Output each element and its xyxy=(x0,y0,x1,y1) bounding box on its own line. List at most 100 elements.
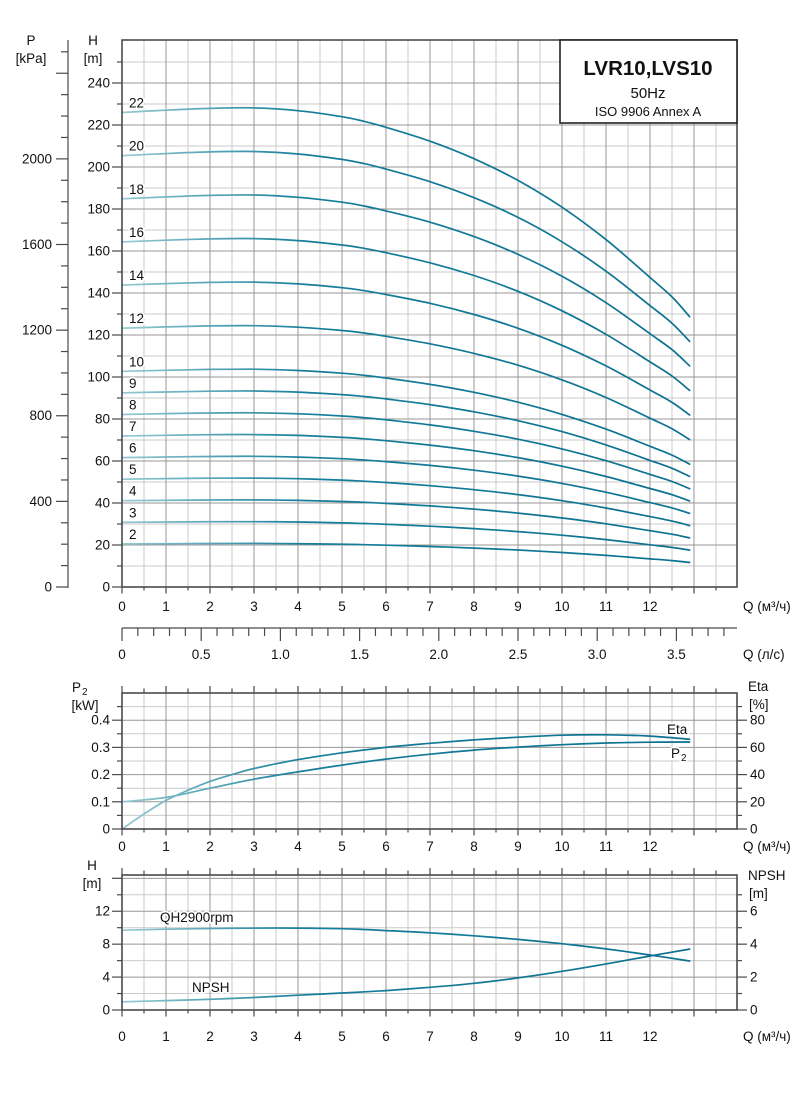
h2-tick-label: 8 xyxy=(102,937,110,952)
ls-tick-label: 0.5 xyxy=(192,647,211,662)
pump-curve-5-stages xyxy=(121,477,691,527)
eta-curve xyxy=(121,733,691,830)
stage-count-label: 8 xyxy=(129,397,137,412)
x-tick-label: 4 xyxy=(294,1029,302,1044)
p2-tick-label: 0.2 xyxy=(91,767,110,782)
main-axis-ticks xyxy=(56,40,737,641)
npsh-axis-unit: [m] xyxy=(749,886,768,901)
x-tick-label: 0 xyxy=(118,839,126,854)
x-tick-label: 11 xyxy=(599,1029,613,1044)
x-tick-label: 6 xyxy=(382,599,390,614)
pump-curve-7-stages xyxy=(121,433,691,502)
title-box-border xyxy=(559,39,738,124)
stage-count-label: 16 xyxy=(129,225,144,240)
npsh-tick-label: 0 xyxy=(750,1003,758,1018)
x-tick-label: 5 xyxy=(338,599,346,614)
pump-curve-16-stages xyxy=(121,237,691,392)
stage-count-label: 18 xyxy=(129,182,144,197)
x-tick-label: 2 xyxy=(206,1029,214,1044)
x-tick-label: 3 xyxy=(250,1029,258,1044)
stage-count-label: 5 xyxy=(129,462,137,477)
main-flow-axis-label: Q (м³/ч) xyxy=(743,599,791,614)
x-tick-label: 1 xyxy=(162,599,170,614)
p2-flow-axis-label: Q (м³/ч) xyxy=(743,839,791,854)
x-tick-label: 3 xyxy=(250,839,258,854)
stage-count-label: 22 xyxy=(129,96,144,111)
main-qh-chart: 0 1 2 3 4 5 6 7 8 9 10 11 12240220200180160140120100… xyxy=(16,33,791,662)
h-tick-label: 100 xyxy=(87,370,110,385)
x-tick-label: 7 xyxy=(426,1029,434,1044)
x-tick-label: 5 xyxy=(338,839,346,854)
p-axis-symbol: P xyxy=(26,33,35,48)
p2-tick-label: 0 xyxy=(102,822,110,837)
h-tick-label: 220 xyxy=(87,118,110,133)
eta-tick-label: 20 xyxy=(750,794,765,809)
h-tick-label: 0 xyxy=(102,580,110,595)
p2-axis-subscript: 2 xyxy=(82,687,88,698)
p-tick-label: 1600 xyxy=(22,237,52,252)
p2-axis-symbol: P xyxy=(72,680,81,695)
x-tick-label: 10 xyxy=(554,599,569,614)
h-axis-unit: [m] xyxy=(84,51,103,66)
p-tick-label: 400 xyxy=(29,494,52,509)
ls-tick-label: 1.0 xyxy=(271,647,290,662)
x-tick-label: 9 xyxy=(514,839,522,854)
qh-npsh-curves xyxy=(121,927,691,1003)
stage-count-label: 12 xyxy=(129,311,144,326)
h-tick-label: 160 xyxy=(87,244,110,259)
p2-curve-label: P xyxy=(671,746,680,761)
p-tick-label: 800 xyxy=(29,408,52,423)
x-tick-label: 6 xyxy=(382,1029,390,1044)
npsh-grid-major xyxy=(122,875,737,1010)
h-tick-label: 200 xyxy=(87,160,110,175)
pump-curve-3-stages xyxy=(121,520,691,551)
x-tick-label: 12 xyxy=(642,839,657,854)
main-axis-tick-labels: 0 1 2 3 4 5 6 7 8 9 10 11 12240220200180160140120100… xyxy=(22,76,686,663)
x-tick-label: 1 xyxy=(162,1029,170,1044)
x-tick-label: 9 xyxy=(514,599,522,614)
pump-curve-14-stages xyxy=(121,281,691,416)
stage-count-label: 10 xyxy=(129,354,144,369)
eta-tick-label: 80 xyxy=(750,713,765,728)
npsh-curve xyxy=(121,948,691,1003)
eta-tick-label: 0 xyxy=(750,822,758,837)
pump-curve-18-stages xyxy=(121,194,691,367)
npsh-flow-axis-label: Q (м³/ч) xyxy=(743,1029,791,1044)
x-tick-label: 0 xyxy=(118,599,126,614)
pump-curve-9-stages xyxy=(121,390,691,478)
h-tick-label: 120 xyxy=(87,328,110,343)
pump-model-title: LVR10,LVS10 xyxy=(583,57,712,80)
p-tick-label: 0 xyxy=(44,580,52,595)
pump-curve-4-stages xyxy=(121,499,691,539)
npsh-axis-symbol: NPSH xyxy=(748,868,786,883)
eta-curve-label: Eta xyxy=(667,722,688,737)
x-tick-label: 10 xyxy=(554,1029,569,1044)
x-tick-label: 8 xyxy=(470,839,478,854)
npsh-curve-label: NPSH xyxy=(192,980,230,995)
ls-tick-label: 2.0 xyxy=(429,647,448,662)
ls-tick-label: 3.5 xyxy=(667,647,686,662)
h-tick-label: 180 xyxy=(87,202,110,217)
title-box: LVR10,LVS10 50Hz ISO 9906 Annex A xyxy=(559,39,738,124)
pump-curve-2-stages xyxy=(121,542,691,564)
stage-count-label: 2 xyxy=(129,527,137,542)
x-tick-label: 12 xyxy=(642,1029,657,1044)
p2-axis-unit: [kW] xyxy=(72,698,99,713)
pump-curve-8-stages xyxy=(121,411,691,490)
p2-curve xyxy=(121,741,691,803)
flow-ls-axis-label: Q (л/с) xyxy=(743,647,785,662)
p2-grid-major xyxy=(122,693,737,829)
x-tick-label: 4 xyxy=(294,599,302,614)
npsh-tick-label: 2 xyxy=(750,970,758,985)
npsh-tick-label: 6 xyxy=(750,904,758,919)
h-tick-label: 80 xyxy=(95,412,110,427)
x-tick-label: 1 xyxy=(162,839,170,854)
ls-tick-label: 1.5 xyxy=(350,647,369,662)
pump-curve-22-stages xyxy=(121,106,691,318)
x-tick-label: 3 xyxy=(250,599,258,614)
pump-curve-10-stages xyxy=(121,368,691,465)
